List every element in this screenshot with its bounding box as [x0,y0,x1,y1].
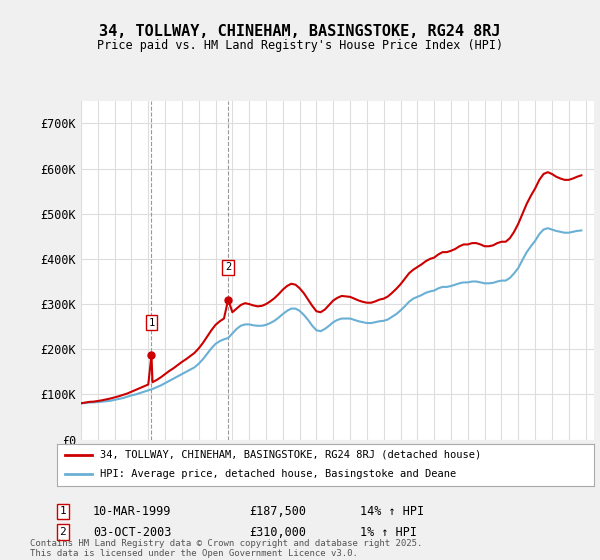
Text: 1% ↑ HPI: 1% ↑ HPI [360,525,417,539]
Text: 2: 2 [59,527,67,537]
Text: £310,000: £310,000 [249,525,306,539]
Text: 03-OCT-2003: 03-OCT-2003 [93,525,172,539]
Text: 34, TOLLWAY, CHINEHAM, BASINGSTOKE, RG24 8RJ: 34, TOLLWAY, CHINEHAM, BASINGSTOKE, RG24… [99,24,501,39]
Text: 34, TOLLWAY, CHINEHAM, BASINGSTOKE, RG24 8RJ (detached house): 34, TOLLWAY, CHINEHAM, BASINGSTOKE, RG24… [100,450,481,460]
Text: 2: 2 [225,263,231,273]
Text: 1: 1 [148,318,155,328]
Text: 10-MAR-1999: 10-MAR-1999 [93,505,172,518]
Text: 1: 1 [59,506,67,516]
Text: £187,500: £187,500 [249,505,306,518]
Text: Price paid vs. HM Land Registry's House Price Index (HPI): Price paid vs. HM Land Registry's House … [97,39,503,52]
Text: Contains HM Land Registry data © Crown copyright and database right 2025.
This d: Contains HM Land Registry data © Crown c… [30,539,422,558]
Text: HPI: Average price, detached house, Basingstoke and Deane: HPI: Average price, detached house, Basi… [100,469,456,479]
Text: 14% ↑ HPI: 14% ↑ HPI [360,505,424,518]
